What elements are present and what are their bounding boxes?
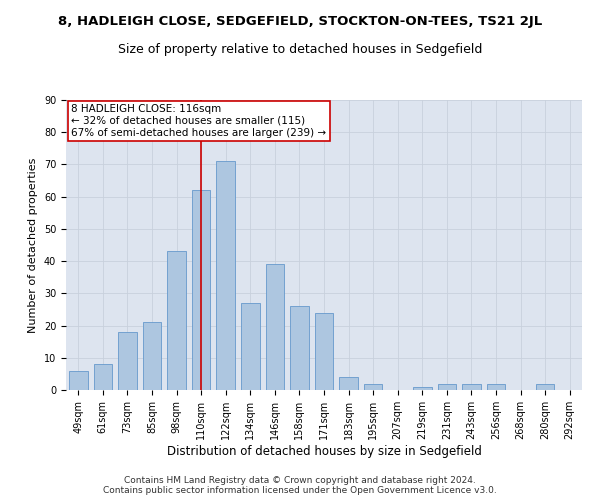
Y-axis label: Number of detached properties: Number of detached properties xyxy=(28,158,38,332)
Bar xyxy=(315,312,333,390)
Bar xyxy=(69,370,88,390)
X-axis label: Distribution of detached houses by size in Sedgefield: Distribution of detached houses by size … xyxy=(167,444,481,458)
Bar xyxy=(462,384,481,390)
Bar xyxy=(241,303,260,390)
Bar xyxy=(217,161,235,390)
Text: 8, HADLEIGH CLOSE, SEDGEFIELD, STOCKTON-ON-TEES, TS21 2JL: 8, HADLEIGH CLOSE, SEDGEFIELD, STOCKTON-… xyxy=(58,15,542,28)
Bar xyxy=(94,364,112,390)
Bar xyxy=(413,387,431,390)
Bar xyxy=(290,306,308,390)
Bar xyxy=(118,332,137,390)
Bar xyxy=(340,377,358,390)
Text: Size of property relative to detached houses in Sedgefield: Size of property relative to detached ho… xyxy=(118,42,482,56)
Text: 8 HADLEIGH CLOSE: 116sqm
← 32% of detached houses are smaller (115)
67% of semi-: 8 HADLEIGH CLOSE: 116sqm ← 32% of detach… xyxy=(71,104,326,138)
Bar xyxy=(364,384,382,390)
Bar xyxy=(266,264,284,390)
Bar xyxy=(143,322,161,390)
Bar xyxy=(487,384,505,390)
Bar xyxy=(437,384,456,390)
Text: Contains HM Land Registry data © Crown copyright and database right 2024.
Contai: Contains HM Land Registry data © Crown c… xyxy=(103,476,497,495)
Bar xyxy=(536,384,554,390)
Bar xyxy=(192,190,211,390)
Bar xyxy=(167,252,186,390)
